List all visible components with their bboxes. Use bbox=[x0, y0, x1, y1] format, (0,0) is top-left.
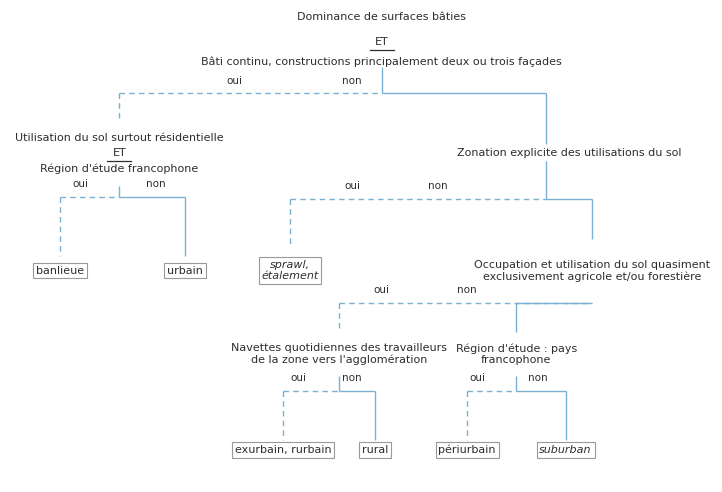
Text: suburban: suburban bbox=[539, 445, 592, 455]
Text: oui: oui bbox=[469, 373, 485, 383]
Text: non: non bbox=[529, 373, 548, 383]
Text: oui: oui bbox=[226, 76, 242, 86]
Text: Zonation explicite des utilisations du sol: Zonation explicite des utilisations du s… bbox=[456, 148, 681, 157]
Text: ET: ET bbox=[375, 37, 388, 47]
Text: Navettes quotidiennes des travailleurs
de la zone vers l'agglomération: Navettes quotidiennes des travailleurs d… bbox=[231, 343, 447, 366]
Text: non: non bbox=[146, 179, 165, 189]
Text: non: non bbox=[428, 182, 448, 191]
Text: rural: rural bbox=[362, 445, 388, 455]
Text: oui: oui bbox=[374, 285, 390, 295]
Text: sprawl,
étalement: sprawl, étalement bbox=[261, 260, 318, 281]
Text: oui: oui bbox=[344, 182, 360, 191]
Text: oui: oui bbox=[290, 373, 306, 383]
Text: banlieue: banlieue bbox=[36, 266, 84, 276]
Text: périurbain: périurbain bbox=[438, 445, 496, 456]
Text: urbain: urbain bbox=[167, 266, 203, 276]
Text: non: non bbox=[457, 285, 477, 295]
Text: non: non bbox=[342, 373, 362, 383]
Text: ET: ET bbox=[113, 148, 126, 157]
Text: exurbain, rurbain: exurbain, rurbain bbox=[235, 445, 331, 455]
Text: non: non bbox=[342, 76, 362, 86]
Text: Bâti continu, constructions principalement deux ou trois façades: Bâti continu, constructions principaleme… bbox=[201, 56, 562, 67]
Text: Utilisation du sol surtout résidentielle: Utilisation du sol surtout résidentielle bbox=[15, 133, 224, 143]
Text: Occupation et utilisation du sol quasiment
exclusivement agricole et/ou forestiè: Occupation et utilisation du sol quasime… bbox=[474, 259, 710, 282]
Text: oui: oui bbox=[72, 179, 88, 189]
Text: Région d'étude francophone: Région d'étude francophone bbox=[40, 163, 199, 174]
Text: Région d'étude : pays
francophone: Région d'étude : pays francophone bbox=[456, 343, 577, 365]
Text: Dominance de surfaces bâties: Dominance de surfaces bâties bbox=[297, 12, 466, 22]
